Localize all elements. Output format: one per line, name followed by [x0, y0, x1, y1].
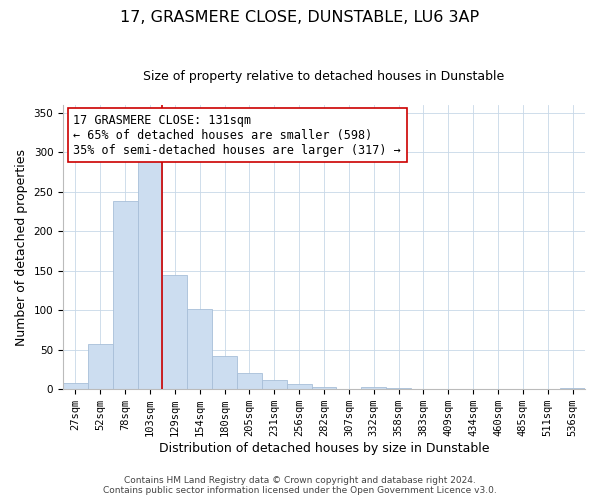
Bar [287, 384, 311, 389]
Bar [212, 356, 237, 389]
Bar [163, 274, 187, 389]
Bar [361, 387, 386, 389]
Bar [63, 383, 88, 389]
Bar [113, 202, 137, 389]
Bar [311, 387, 337, 389]
Bar [386, 388, 411, 389]
Title: Size of property relative to detached houses in Dunstable: Size of property relative to detached ho… [143, 70, 505, 83]
Bar [187, 310, 212, 389]
Bar [137, 160, 163, 389]
Text: Contains HM Land Registry data © Crown copyright and database right 2024.
Contai: Contains HM Land Registry data © Crown c… [103, 476, 497, 495]
Text: 17, GRASMERE CLOSE, DUNSTABLE, LU6 3AP: 17, GRASMERE CLOSE, DUNSTABLE, LU6 3AP [121, 10, 479, 25]
Text: 17 GRASMERE CLOSE: 131sqm
← 65% of detached houses are smaller (598)
35% of semi: 17 GRASMERE CLOSE: 131sqm ← 65% of detac… [73, 114, 401, 156]
X-axis label: Distribution of detached houses by size in Dunstable: Distribution of detached houses by size … [159, 442, 489, 455]
Bar [560, 388, 585, 389]
Y-axis label: Number of detached properties: Number of detached properties [15, 148, 28, 346]
Bar [237, 374, 262, 389]
Bar [88, 344, 113, 389]
Bar [262, 380, 287, 389]
